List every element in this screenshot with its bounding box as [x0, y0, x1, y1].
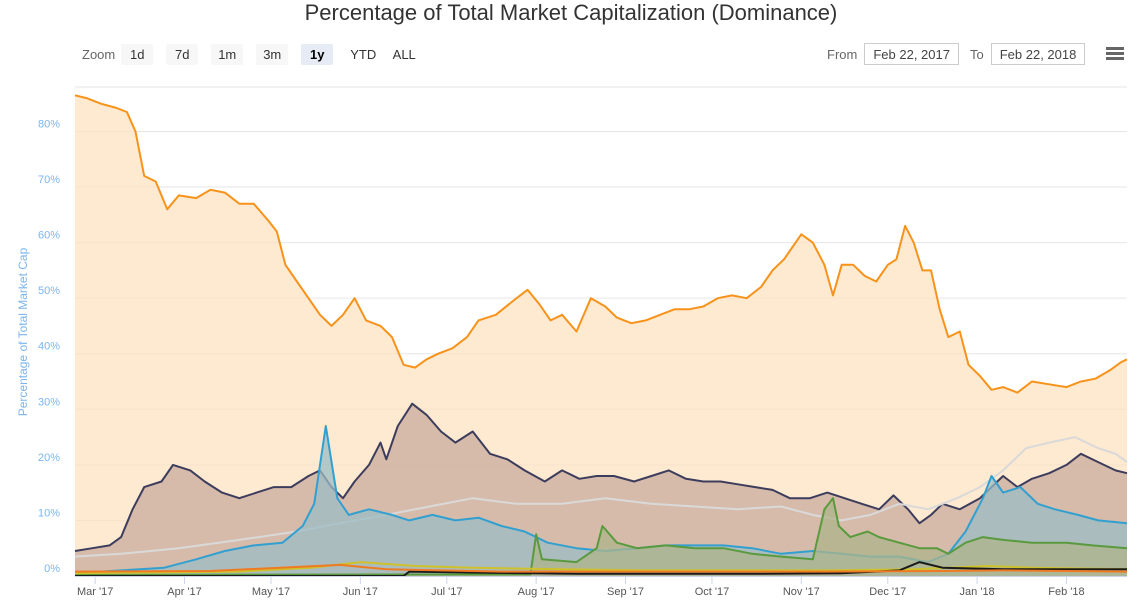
x-tick-label-0: Mar '17 — [77, 586, 113, 598]
x-tick-label-3: Jun '17 — [343, 586, 378, 598]
y-tick-label-2: 20% — [38, 452, 60, 464]
zoom-label: Zoom — [82, 46, 116, 62]
range-to-input[interactable]: Feb 22, 2018 — [990, 43, 1086, 65]
zoom-button-1y[interactable]: 1y — [301, 43, 334, 65]
range-from-input[interactable]: Feb 22, 2017 — [864, 43, 959, 65]
x-tick-label-9: Dec '17 — [869, 586, 906, 598]
y-tick-label-0: 0% — [44, 563, 60, 575]
hamburger-menu-icon[interactable] — [1106, 47, 1124, 63]
zoom-button-1d[interactable]: 1d — [121, 43, 154, 65]
range-from-label: From — [827, 46, 858, 62]
chart-title: Percentage of Total Market Capitalizatio… — [304, 0, 838, 25]
y-tick-label-6: 60% — [38, 230, 60, 242]
menu-bar-1 — [1106, 47, 1124, 50]
y-tick-label-1: 10% — [38, 507, 60, 519]
x-tick-label-5: Aug '17 — [518, 586, 555, 598]
x-tick-label-7: Oct '17 — [695, 586, 730, 598]
x-tick-label-4: Jul '17 — [431, 586, 462, 598]
y-tick-label-3: 30% — [38, 396, 60, 408]
range-to: To Feb 22, 2018 — [970, 43, 1086, 65]
range-from: From Feb 22, 2017 — [827, 43, 959, 65]
series-line-7 — [74, 563, 1128, 573]
y-axis-title-text: Percentage of Total Market Cap — [16, 247, 30, 416]
zoom-button-7d[interactable]: 7d — [166, 43, 199, 65]
x-tick-label-6: Sep '17 — [607, 586, 644, 598]
menu-bar-3 — [1106, 57, 1124, 60]
series-line-0 — [74, 94, 1128, 394]
series-area-3 — [75, 426, 1127, 576]
x-tick-label-10: Jan '18 — [960, 586, 995, 598]
zoom-button-3m[interactable]: 3m — [256, 43, 289, 65]
y-tick-label-4: 40% — [38, 341, 60, 353]
series-area-4 — [75, 498, 1127, 576]
series-line-6 — [75, 561, 1127, 577]
x-tick-label-8: Nov '17 — [783, 586, 820, 598]
zoom-controls: Zoom 1d 7d 1m 3m 1y YTD ALL — [82, 43, 428, 65]
y-tick-label-7: 70% — [38, 174, 60, 186]
range-to-label: To — [970, 46, 984, 62]
series-line-4 — [74, 497, 1128, 576]
x-tick-label-11: Feb '18 — [1048, 586, 1084, 598]
zoom-button-all[interactable]: ALL — [392, 46, 416, 62]
zoom-button-ytd[interactable]: YTD — [350, 46, 377, 62]
y-tick-label-8: 80% — [38, 118, 60, 130]
y-axis-title: Percentage of Total Market Cap — [16, 247, 30, 416]
series-line-1 — [74, 402, 1128, 552]
series-area-0 — [75, 95, 1127, 577]
x-tick-label-1: Apr '17 — [167, 586, 202, 598]
y-tick-label-5: 50% — [38, 285, 60, 297]
menu-bar-2 — [1106, 52, 1124, 55]
x-tick-label-2: May '17 — [252, 586, 290, 598]
zoom-button-1m[interactable]: 1m — [211, 43, 244, 65]
